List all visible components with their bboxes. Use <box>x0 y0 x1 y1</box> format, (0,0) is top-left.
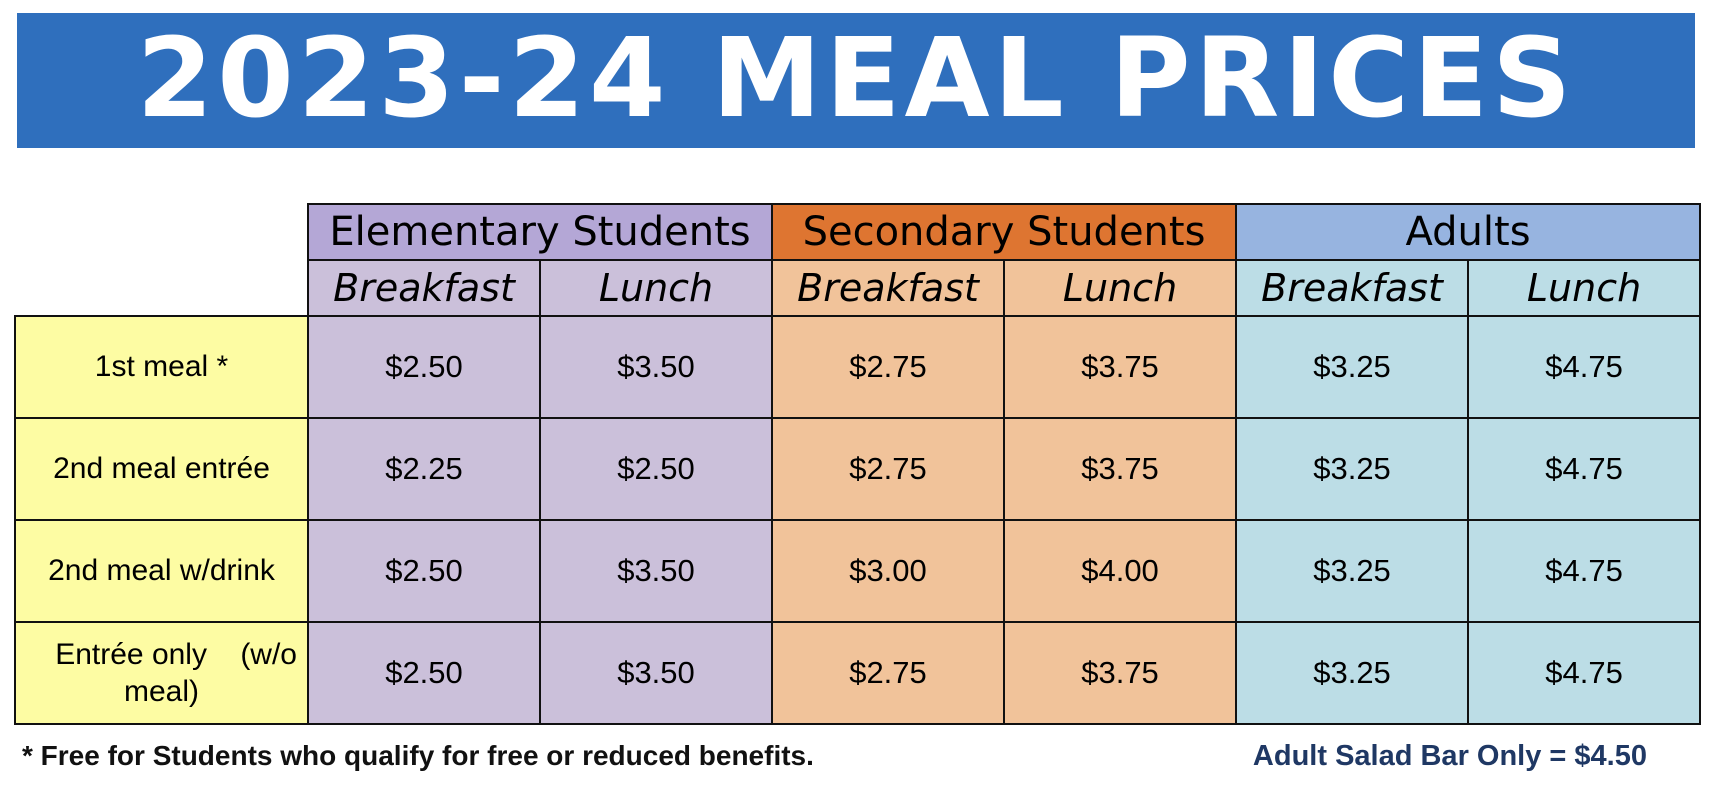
price-cell: $4.75 <box>1467 315 1702 419</box>
row-label: 2nd meal entrée <box>14 417 309 521</box>
price-cell: $3.75 <box>1002 417 1238 521</box>
table-row: 2nd meal entrée $2.25 $2.50 $2.75 $3.75 … <box>14 417 1702 521</box>
meal-header: Breakfast <box>1235 259 1470 317</box>
price-cell: $3.00 <box>771 519 1005 623</box>
row-label: 1st meal * <box>14 315 309 419</box>
price-cell: $3.50 <box>539 315 773 419</box>
salad-bar-note: Adult Salad Bar Only = $4.50 <box>1252 740 1647 772</box>
corner-blank <box>15 204 308 260</box>
price-cell: $4.75 <box>1467 621 1702 725</box>
row-label-line: Entrée only (w/o <box>55 637 297 671</box>
table-row: 2nd meal w/drink $2.50 $3.50 $3.00 $4.00… <box>14 519 1702 623</box>
price-cell: $2.50 <box>307 519 541 623</box>
price-cell: $3.25 <box>1235 621 1470 725</box>
row-label: Entrée only (w/o meal) <box>14 621 309 725</box>
price-cell: $4.75 <box>1467 519 1702 623</box>
group-header-elementary: Elementary Students <box>307 203 773 261</box>
price-cell: $3.50 <box>539 519 773 623</box>
page-title: 2023-24 MEAL PRICES <box>136 13 1576 142</box>
price-cell: $2.50 <box>307 621 541 725</box>
meal-price-table: Elementary Students Secondary Students A… <box>14 203 1702 725</box>
price-cell: $3.25 <box>1235 417 1470 521</box>
table-row: 1st meal * $2.50 $3.50 $2.75 $3.75 $3.25… <box>14 315 1702 419</box>
price-cell: $2.75 <box>771 315 1005 419</box>
footnote: * Free for Students who qualify for free… <box>22 740 814 771</box>
row-label: 2nd meal w/drink <box>14 519 309 623</box>
meal-header: Lunch <box>539 259 773 317</box>
meal-header: Breakfast <box>771 259 1005 317</box>
price-cell: $2.75 <box>771 621 1005 725</box>
corner-blank <box>15 260 308 316</box>
price-cell: $3.25 <box>1235 519 1470 623</box>
group-header-adults: Adults <box>1235 203 1702 261</box>
price-cell: $4.00 <box>1002 519 1238 623</box>
price-cell: $3.75 <box>1002 315 1238 419</box>
price-cell: $2.25 <box>307 417 541 521</box>
group-header-secondary: Secondary Students <box>770 203 1238 261</box>
price-cell: $3.75 <box>1002 621 1238 725</box>
price-cell: $3.25 <box>1235 315 1470 419</box>
meal-header: Lunch <box>1467 259 1702 317</box>
price-cell: $2.50 <box>307 315 541 419</box>
meal-header: Lunch <box>1002 259 1238 317</box>
price-cell: $4.75 <box>1467 417 1702 521</box>
price-cell: $2.75 <box>771 417 1005 521</box>
table-row: Entrée only (w/o meal) $2.50 $3.50 $2.75… <box>14 621 1702 725</box>
price-cell: $2.50 <box>539 417 773 521</box>
row-label-line: meal) <box>123 675 199 708</box>
title-banner: 2023-24 MEAL PRICES <box>17 13 1695 148</box>
price-cell: $3.50 <box>539 621 773 725</box>
meal-header: Breakfast <box>307 259 541 317</box>
